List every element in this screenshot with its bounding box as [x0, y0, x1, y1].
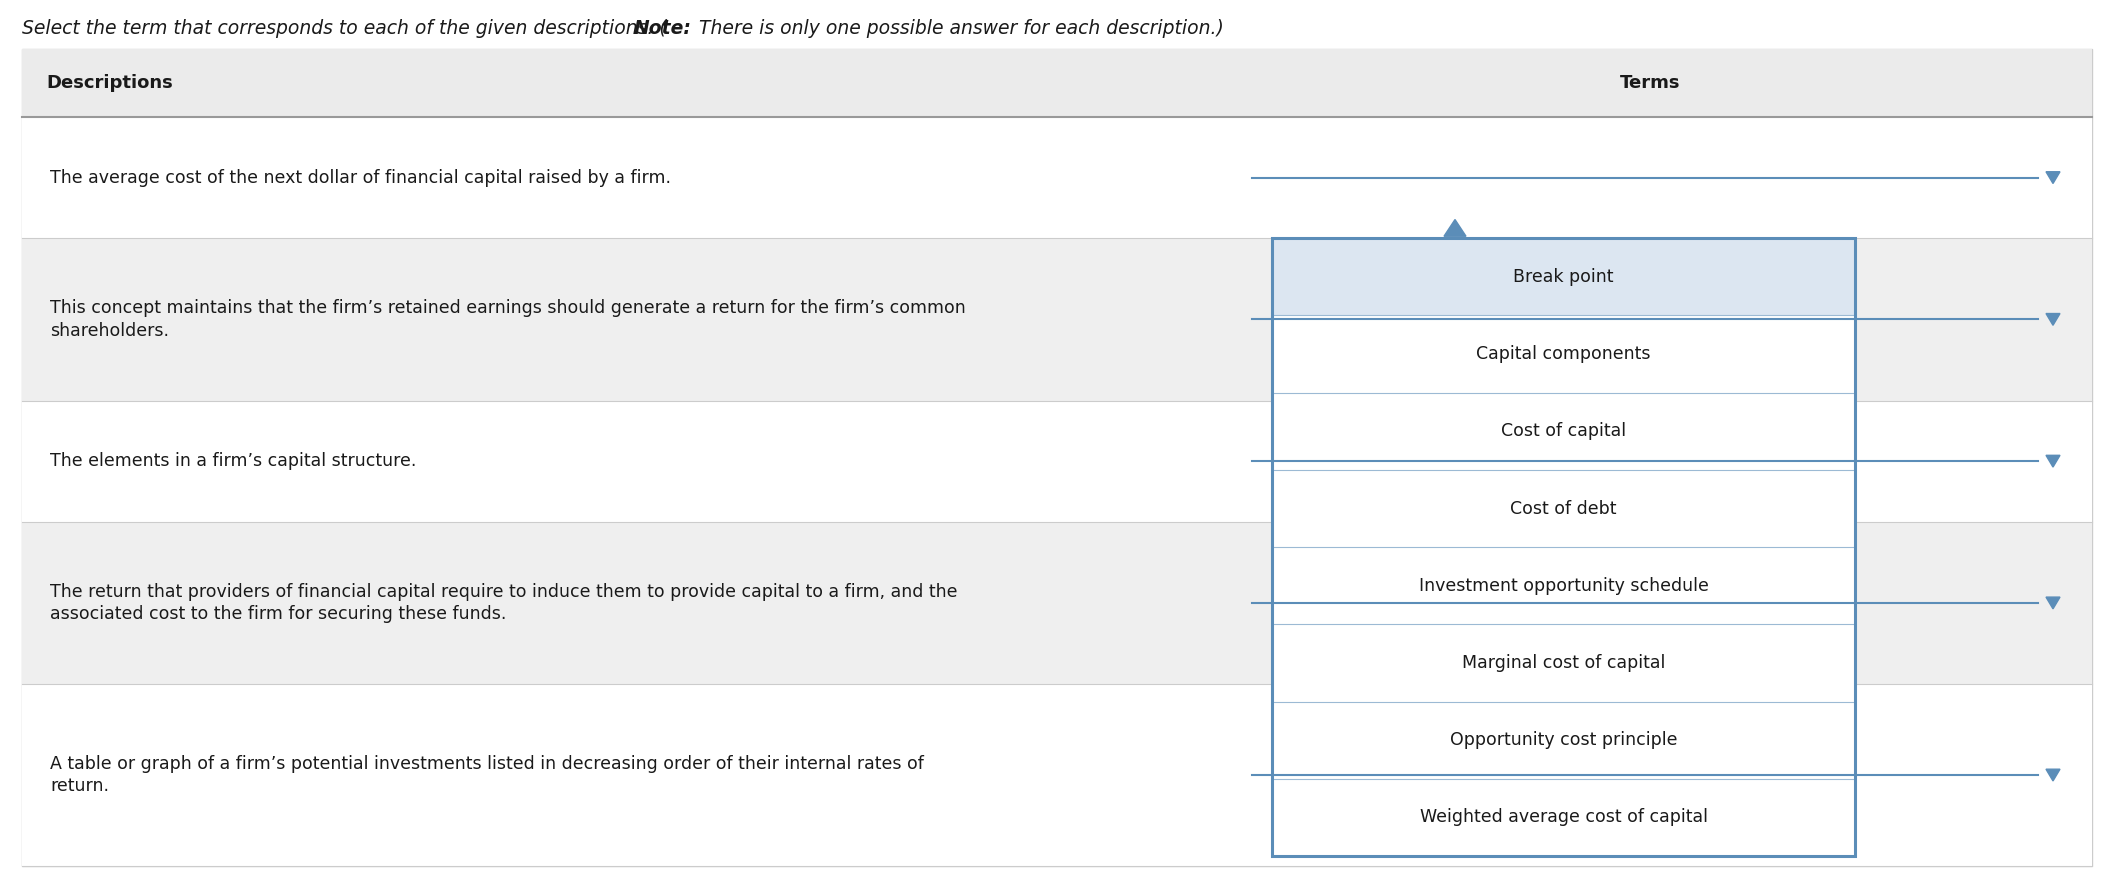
Text: The elements in a firm’s capital structure.: The elements in a firm’s capital structu… [51, 452, 416, 470]
Bar [1273, 238, 1854, 856]
Polygon shape [2046, 314, 2059, 325]
Text: return.: return. [51, 777, 110, 796]
Text: Note:: Note: [634, 20, 691, 38]
Text: Select the term that corresponds to each of the given descriptions. (: Select the term that corresponds to each… [21, 20, 666, 38]
Text: Break point: Break point [1514, 268, 1613, 286]
Bar [1273, 316, 1854, 392]
Polygon shape [2046, 597, 2059, 609]
Text: Cost of debt: Cost of debt [1509, 500, 1617, 518]
Polygon shape [1444, 220, 1465, 236]
Text: shareholders.: shareholders. [51, 322, 169, 340]
Bar [1273, 470, 1854, 547]
Bar [1273, 779, 1854, 856]
Text: associated cost to the firm for securing these funds.: associated cost to the firm for securing… [51, 605, 507, 623]
Text: Investment opportunity schedule: Investment opportunity schedule [1418, 577, 1708, 595]
Text: The return that providers of financial capital require to induce them to provide: The return that providers of financial c… [51, 583, 958, 601]
Text: This concept maintains that the firm’s retained earnings should generate a retur: This concept maintains that the firm’s r… [51, 299, 966, 317]
Text: Descriptions: Descriptions [47, 74, 173, 92]
Bar [21, 684, 2093, 866]
Bar [21, 522, 2093, 684]
Bar [21, 238, 2093, 401]
Bar [1273, 702, 1854, 779]
Text: Opportunity cost principle: Opportunity cost principle [1450, 731, 1676, 749]
Polygon shape [2046, 455, 2059, 467]
Bar [21, 117, 2093, 238]
Polygon shape [2046, 769, 2059, 781]
Bar [1273, 238, 1854, 856]
Bar [21, 49, 2093, 117]
Text: A table or graph of a firm’s potential investments listed in decreasing order of: A table or graph of a firm’s potential i… [51, 755, 924, 772]
Text: The average cost of the next dollar of financial capital raised by a firm.: The average cost of the next dollar of f… [51, 169, 670, 187]
Text: There is only one possible answer for each description.): There is only one possible answer for ea… [693, 20, 1224, 38]
Text: Terms: Terms [1619, 74, 1681, 92]
Text: Weighted average cost of capital: Weighted average cost of capital [1418, 808, 1708, 826]
Bar [1273, 547, 1854, 624]
Bar [1273, 624, 1854, 702]
Text: Cost of capital: Cost of capital [1501, 422, 1626, 440]
Polygon shape [2046, 172, 2059, 183]
Bar [1273, 238, 1854, 316]
Bar [1273, 392, 1854, 470]
Text: Marginal cost of capital: Marginal cost of capital [1461, 654, 1666, 672]
Text: Capital components: Capital components [1476, 345, 1651, 363]
Bar [21, 401, 2093, 522]
